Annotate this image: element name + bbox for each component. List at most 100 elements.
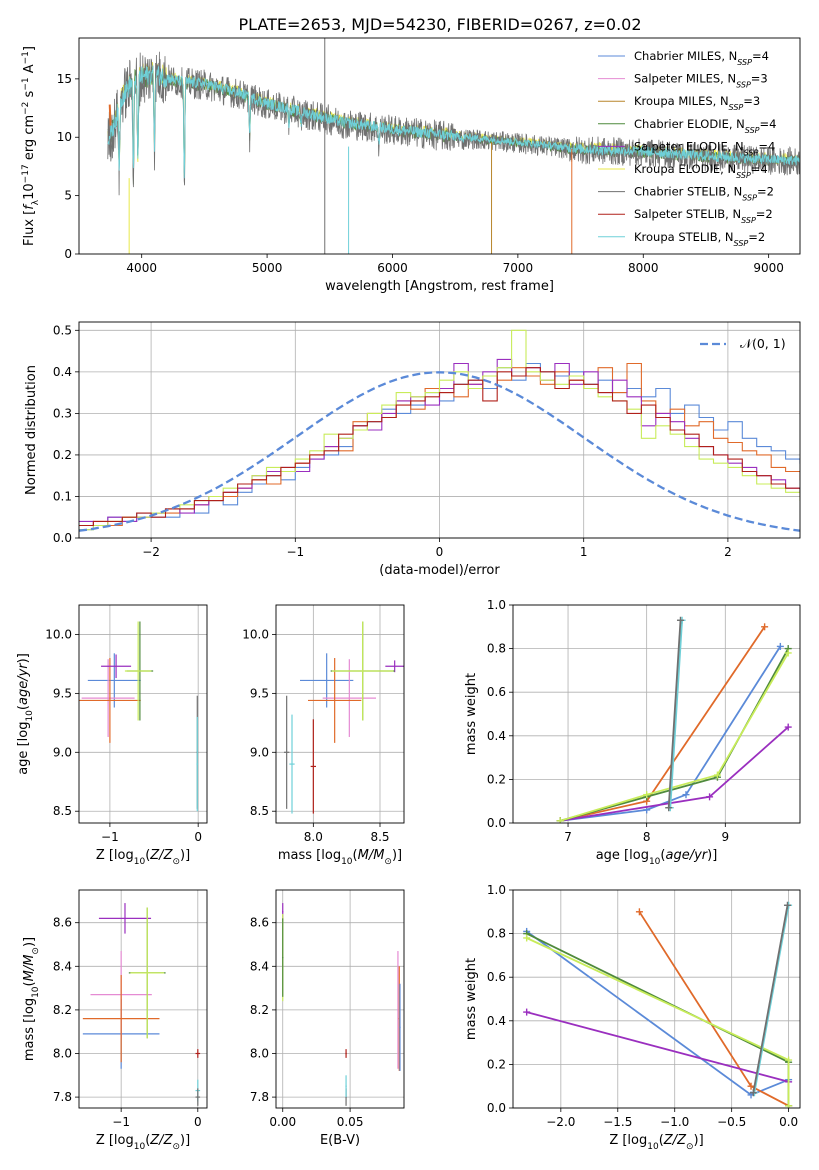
axes-frame [78, 321, 801, 539]
grid [79, 605, 207, 823]
plot-area [276, 890, 404, 1108]
x-tick-label: −1 [112, 1115, 130, 1129]
y-tick-label: 0.2 [53, 448, 72, 462]
x-tick-label: 8 [643, 830, 651, 844]
data-layer [523, 901, 793, 1108]
grid [276, 890, 404, 1108]
y-tick-label: 15 [57, 72, 72, 86]
y-tick-label: 8.6 [53, 916, 72, 930]
histogram-series [79, 367, 800, 527]
axes-frame [275, 604, 405, 824]
x-tick-label: 8.0 [304, 830, 323, 844]
grid [276, 605, 404, 823]
x-tick-label: 5000 [252, 261, 283, 275]
x-tick-label: 4000 [126, 261, 157, 275]
legend-entry: Kroupa MILES, NSSP=3 [634, 94, 760, 112]
data-layer [284, 621, 404, 814]
data-layer [282, 903, 401, 1106]
mass-weight-series [753, 905, 790, 1093]
x-tick-label: 7 [564, 830, 572, 844]
normal-reference-curve [79, 371, 800, 532]
x-axis-label: (data-model)/error [379, 563, 500, 578]
panel-mass-vs-ebv: 0.00 0.05 7.8 8.0 8.2 8.4 8.6 E(B-V) [250, 889, 405, 1148]
legend-entry: Chabrier ELODIE, NSSP=4 [634, 117, 776, 135]
y-tick-label: 10.0 [45, 627, 72, 641]
y-tick-label: 0.0 [487, 816, 506, 830]
panel-residual-histogram: −2 −1 0 1 2 0.0 0.1 0.2 0.3 0.4 0.5 𝒩(0, 1) (data-mo… [24, 321, 801, 578]
legend-entry: Salpeter MILES, NSSP=3 [634, 72, 768, 90]
data-layer [556, 616, 792, 823]
legend-entry: Kroupa ELODIE, NSSP=4 [634, 162, 768, 180]
x-axis-label: Z [log10(Z/Z⊙)] [609, 1133, 703, 1152]
legend: Chabrier MILES, NSSP=4 Salpeter MILES, NS… [598, 49, 776, 247]
y-tick-label: 0.3 [53, 406, 72, 420]
y-tick-label: 9.0 [250, 745, 269, 759]
panel-mass-weight-vs-z: −2.0 −1.5 −1.0 −0.5 0.0 0.0 0.2 0.4 0.6 0.8 1.0 Z [… [464, 883, 801, 1152]
x-tick-label: −0.5 [717, 1115, 746, 1129]
mass-weight-series [560, 645, 782, 822]
y-tick-label: 0.4 [487, 729, 506, 743]
y-tick-label: 1.0 [487, 883, 506, 897]
y-tick-label: 0 [64, 247, 72, 261]
x-tick-label: 2 [724, 545, 732, 559]
x-tick-label: 0.05 [337, 1115, 364, 1129]
x-axis-label: age [log10(age/yr)] [596, 848, 718, 867]
panel-age-vs-mass: 8.0 8.5 8.5 9.0 9.5 10.0 mass [log10(M/M⊙)] [242, 604, 405, 867]
y-tick-label: 7.8 [250, 1090, 269, 1104]
y-tick-label: 10 [57, 130, 72, 144]
x-tick-label: 9 [721, 830, 729, 844]
x-tick-label: 0 [436, 545, 444, 559]
y-tick-label: 8.5 [250, 804, 269, 818]
mass-weight-series [667, 620, 682, 808]
data-layer [107, 38, 800, 254]
x-tick-label: 6000 [377, 261, 408, 275]
x-tick-label: 0 [194, 830, 202, 844]
axes-frame [78, 37, 801, 255]
legend-entry: Salpeter ELODIE, NSSP=4 [634, 139, 775, 157]
x-tick-label: 0.0 [779, 1115, 798, 1129]
x-tick-label: −1 [101, 830, 119, 844]
x-tick-label: 8.5 [370, 830, 389, 844]
y-tick-label: 0.6 [487, 685, 506, 699]
plot-area [79, 605, 207, 823]
plot-area [79, 890, 207, 1108]
y-tick-label: 0.4 [53, 365, 72, 379]
y-axis-label: mass weight [464, 673, 479, 755]
axes-frame [78, 604, 208, 824]
legend-entry: Chabrier MILES, NSSP=4 [634, 49, 769, 67]
panel-mass-vs-z: −1 0 7.8 8.0 8.2 8.4 8.6 Z [log10(Z/Z⊙)] mass [l… [22, 889, 208, 1152]
data-layer [79, 621, 199, 812]
y-axis-label: age [log10(age/yr)] [16, 653, 35, 775]
y-tick-label: 9.5 [250, 686, 269, 700]
plot-area [107, 38, 800, 254]
mass-weight-series [559, 652, 789, 822]
y-tick-label: 0.8 [487, 927, 506, 941]
y-tick-label: 9.5 [53, 686, 72, 700]
x-axis-label: E(B-V) [320, 1133, 360, 1148]
spectrum-line-observed [107, 51, 800, 196]
axes-frame [78, 889, 208, 1109]
x-tick-label: 0 [194, 1115, 202, 1129]
legend-entry: Salpeter STELIB, NSSP=2 [634, 207, 773, 225]
spectrum-edge-mark [108, 104, 112, 126]
x-axis-label: Z [log10(Z/Z⊙)] [96, 1133, 190, 1152]
x-tick-label: −1.0 [660, 1115, 689, 1129]
y-tick-label: 0.4 [487, 1014, 506, 1028]
y-tick-label: 8.0 [53, 1047, 72, 1061]
x-tick-label: −2 [142, 545, 160, 559]
spectrum-line-kroupa-stelib [107, 65, 800, 179]
y-tick-label: 0.6 [487, 970, 506, 984]
axes-frame [512, 604, 801, 824]
y-tick-label: 1.0 [487, 598, 506, 612]
x-tick-label: 9000 [753, 261, 784, 275]
data-layer [82, 903, 201, 1106]
x-axis-label: Z [log10(Z/Z⊙)] [96, 848, 190, 867]
panel-spectrum: 4000 5000 6000 7000 8000 9000 0 5 10 15 Chabrier M… [21, 37, 801, 294]
axes-frame [275, 889, 405, 1109]
data-layer [79, 329, 800, 532]
y-tick-label: 8.4 [53, 959, 72, 973]
y-tick-label: 0.0 [487, 1101, 506, 1115]
y-tick-label: 8.6 [250, 916, 269, 930]
